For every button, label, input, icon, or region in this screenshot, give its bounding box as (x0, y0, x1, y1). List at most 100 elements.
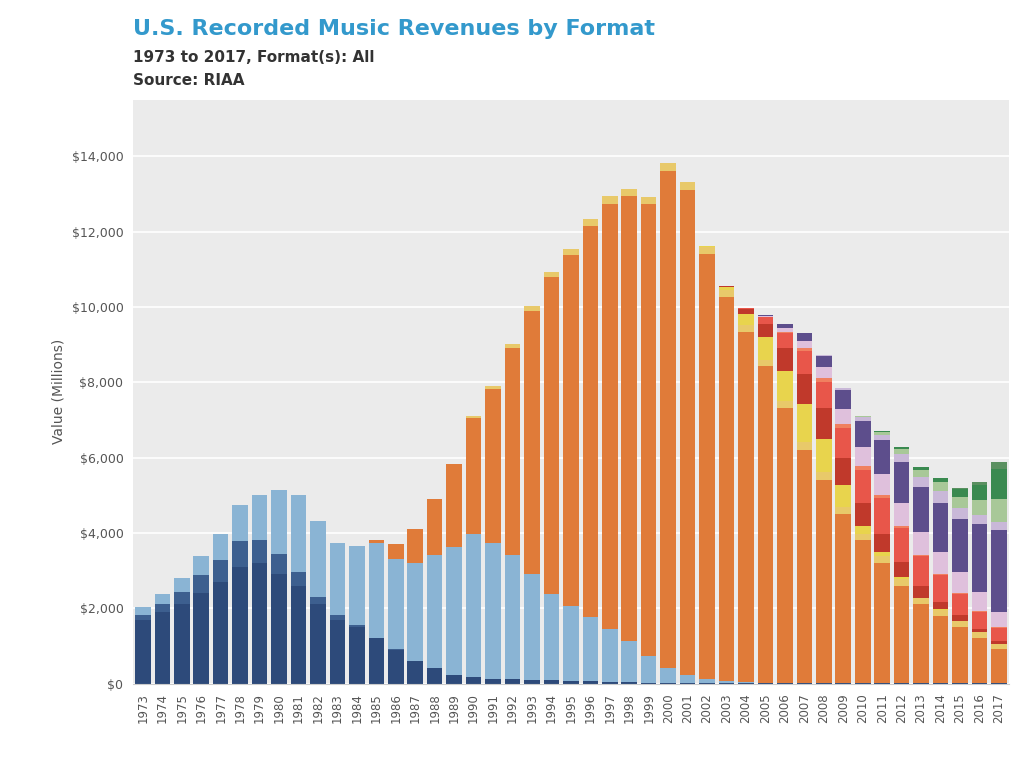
Bar (972, 592, 987, 611)
Bar (660, 163, 676, 170)
Bar (758, 324, 773, 337)
Bar (544, 277, 559, 594)
Bar (913, 532, 929, 554)
Bar (544, 680, 559, 684)
Bar (855, 415, 870, 417)
Bar (602, 629, 617, 682)
Bar (991, 469, 1007, 499)
Bar (602, 682, 617, 684)
Bar (972, 500, 987, 515)
Bar (155, 604, 170, 612)
Bar (855, 421, 870, 447)
Bar (583, 219, 598, 226)
Bar (388, 650, 403, 684)
Bar (466, 415, 481, 418)
Bar (855, 417, 870, 421)
Bar (563, 256, 579, 606)
Bar (913, 478, 929, 487)
Bar (135, 607, 151, 615)
Bar (874, 440, 890, 474)
Bar (855, 541, 870, 684)
Bar (991, 499, 1007, 522)
Bar (894, 528, 909, 562)
Bar (913, 487, 929, 532)
Bar (952, 621, 968, 627)
Bar (524, 574, 540, 680)
Bar (719, 290, 734, 297)
Bar (777, 348, 793, 371)
Bar (446, 547, 462, 675)
Bar (913, 586, 929, 598)
Bar (427, 668, 442, 684)
Bar (524, 680, 540, 684)
Bar (952, 615, 968, 621)
Bar (349, 625, 365, 627)
Bar (836, 458, 851, 485)
Bar (816, 382, 831, 409)
Bar (252, 541, 267, 563)
Bar (991, 627, 1007, 641)
Bar (797, 404, 812, 442)
Bar (874, 495, 890, 498)
Bar (563, 681, 579, 684)
Bar (913, 467, 929, 470)
Bar (660, 667, 676, 683)
Bar (699, 246, 715, 247)
Bar (855, 465, 870, 469)
Bar (933, 610, 948, 616)
Bar (466, 535, 481, 677)
Bar (466, 418, 481, 535)
Bar (836, 424, 851, 428)
Bar (952, 508, 968, 519)
Bar (972, 629, 987, 632)
Bar (408, 661, 423, 684)
Bar (641, 683, 656, 684)
Bar (913, 598, 929, 604)
Bar (155, 594, 170, 604)
Bar (972, 633, 987, 638)
Bar (855, 447, 870, 465)
Bar (563, 250, 579, 256)
Bar (894, 447, 909, 449)
Bar (505, 555, 520, 680)
Bar (699, 253, 715, 680)
Bar (874, 435, 890, 440)
Bar (855, 469, 870, 504)
Bar (524, 311, 540, 574)
Bar (816, 367, 831, 379)
Bar (894, 455, 909, 462)
Y-axis label: Value (Millions): Value (Millions) (52, 339, 66, 445)
Bar (135, 615, 151, 620)
Bar (622, 189, 637, 197)
Bar (388, 544, 403, 559)
Bar (991, 644, 1007, 649)
Bar (797, 333, 812, 341)
Bar (330, 620, 345, 684)
Bar (836, 409, 851, 424)
Bar (194, 575, 209, 593)
Bar (194, 556, 209, 575)
Bar (952, 489, 968, 497)
Bar (874, 556, 890, 563)
Bar (797, 348, 812, 351)
Bar (894, 462, 909, 504)
Bar (894, 578, 909, 579)
Bar (797, 374, 812, 404)
Bar (544, 594, 559, 680)
Bar (194, 593, 209, 684)
Bar (622, 682, 637, 684)
Bar (427, 555, 442, 668)
Bar (738, 682, 754, 684)
Bar (680, 675, 695, 683)
Bar (777, 332, 793, 333)
Bar (933, 616, 948, 684)
Bar (933, 574, 948, 575)
Bar (485, 543, 501, 679)
Bar (738, 310, 754, 314)
Bar (446, 675, 462, 684)
Bar (758, 315, 773, 316)
Bar (991, 529, 1007, 612)
Bar (816, 379, 831, 382)
Bar (816, 472, 831, 480)
Bar (874, 534, 890, 552)
